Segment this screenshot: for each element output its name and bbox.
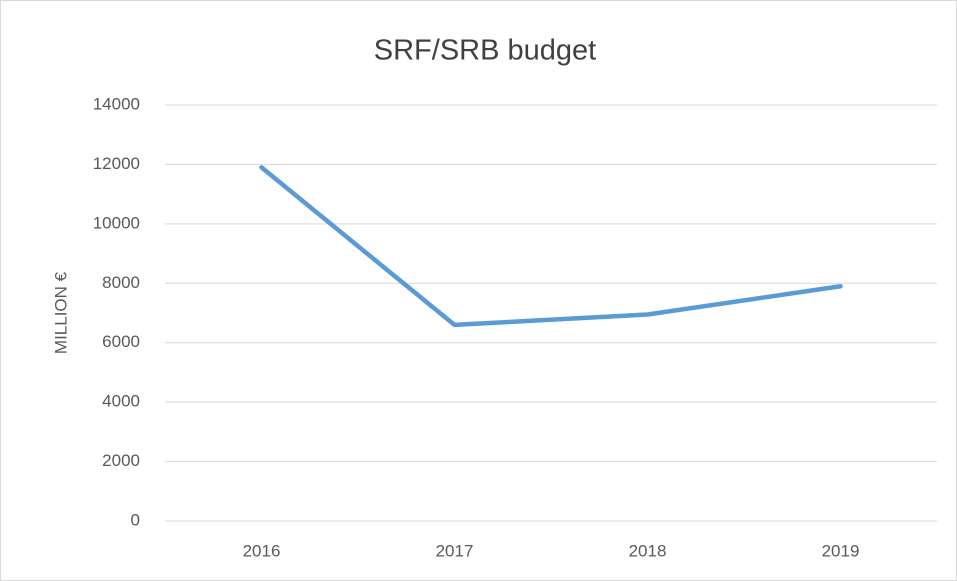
x-tick-label: 2018	[629, 541, 667, 560]
y-tick-label: 8000	[102, 273, 140, 292]
y-axis-label: MILLION €	[51, 271, 70, 354]
x-tick-label: 2016	[243, 541, 281, 560]
y-tick-label: 4000	[102, 392, 140, 411]
y-tick-label: 12000	[93, 154, 140, 173]
y-tick-label: 6000	[102, 332, 140, 351]
y-tick-label: 0	[131, 510, 140, 529]
line-series	[259, 165, 843, 328]
y-tick-label: 10000	[93, 213, 140, 232]
x-tick-label: 2019	[822, 541, 860, 560]
y-tick-label: 14000	[93, 94, 140, 113]
y-tick-label: 2000	[102, 451, 140, 470]
x-tick-label: 2017	[436, 541, 474, 560]
chart-title: SRF/SRB budget	[374, 35, 596, 67]
